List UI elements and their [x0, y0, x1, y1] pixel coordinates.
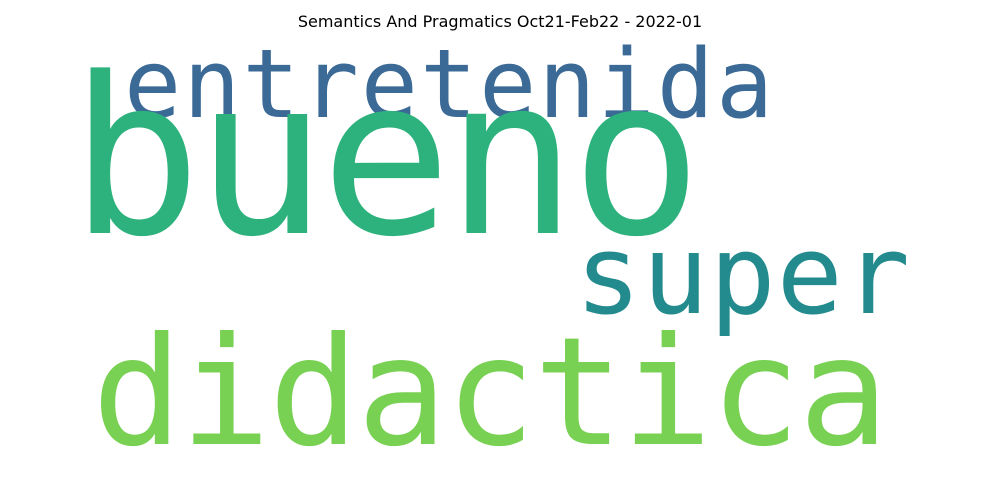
word-bueno: bueno	[70, 32, 702, 285]
word-super: super	[575, 211, 912, 339]
page-title: Semantics And Pragmatics Oct21-Feb22 - 2…	[297, 12, 703, 31]
word-entretenida: entretenida	[124, 30, 776, 140]
word-didactica: didactica	[92, 306, 889, 480]
